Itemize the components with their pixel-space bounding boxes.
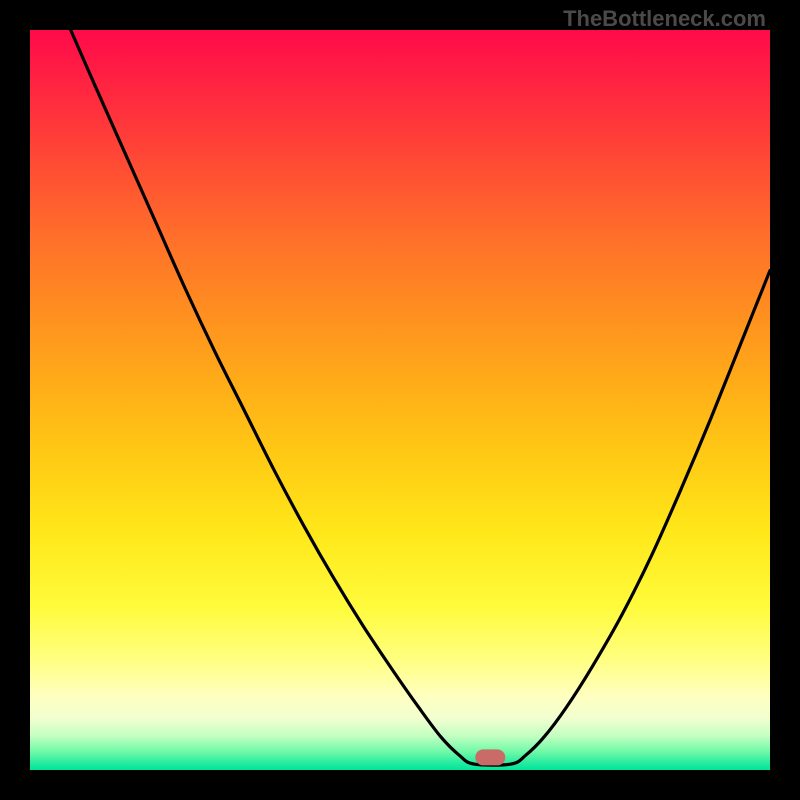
optimal-marker (475, 749, 505, 765)
chart-container: TheBottleneck.com (0, 0, 800, 800)
bottleneck-curve (30, 30, 770, 770)
plot-area (30, 30, 770, 770)
watermark-text: TheBottleneck.com (563, 6, 766, 32)
